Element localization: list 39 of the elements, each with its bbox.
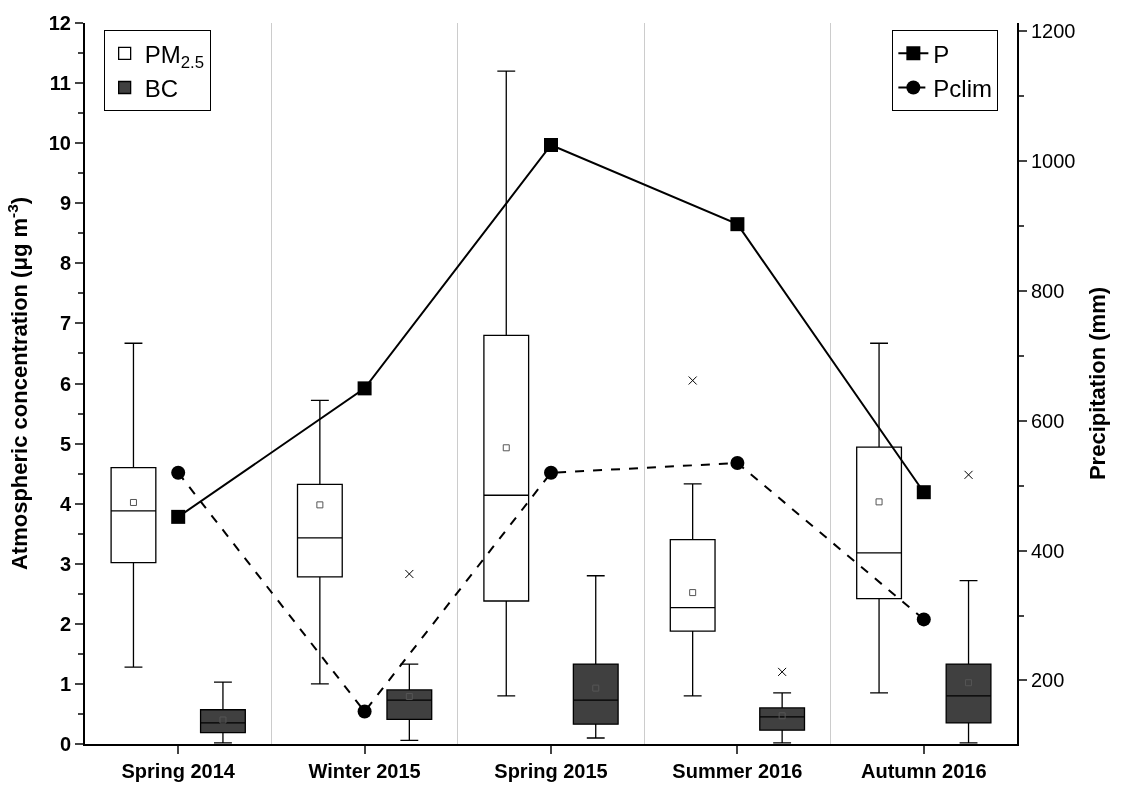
point bbox=[357, 381, 372, 396]
y-tick-label: 5 bbox=[59, 432, 71, 455]
point bbox=[544, 138, 558, 153]
x-tick-label: Spring 2015 bbox=[494, 760, 608, 782]
point bbox=[916, 485, 931, 500]
x-tick-label: Autumn 2016 bbox=[861, 760, 987, 782]
point bbox=[171, 509, 186, 524]
y-tick-label: 2 bbox=[59, 612, 71, 635]
y-tick-label: 0 bbox=[59, 733, 71, 755]
y-tick-label: 7 bbox=[59, 312, 71, 335]
y-tick-label: 8 bbox=[59, 252, 71, 275]
legend-label: Pclim bbox=[933, 74, 993, 102]
y2-tick-label: 200 bbox=[1031, 669, 1065, 692]
point bbox=[916, 612, 931, 627]
point bbox=[357, 704, 372, 719]
y2-tick-label: 1200 bbox=[1031, 20, 1076, 43]
y-tick-label: 10 bbox=[48, 132, 71, 155]
x-tick-label: Winter 2015 bbox=[308, 760, 421, 782]
point bbox=[730, 217, 745, 232]
point bbox=[544, 465, 558, 480]
y-tick-label: 9 bbox=[59, 192, 71, 215]
x-tick-label: Spring 2014 bbox=[121, 760, 236, 782]
y-tick-label: 6 bbox=[59, 372, 71, 395]
legend-label: BC bbox=[144, 74, 178, 102]
point bbox=[730, 456, 745, 470]
y-tick-label: 1 bbox=[59, 672, 71, 695]
y-tick-label: 12 bbox=[48, 12, 71, 34]
y-tick-label: 11 bbox=[49, 72, 71, 95]
legend-label: PM$_{2.5}$ bbox=[144, 40, 204, 72]
y2-tick-label: 800 bbox=[1031, 280, 1065, 303]
point bbox=[171, 465, 186, 480]
y-tick-label: 4 bbox=[59, 492, 72, 515]
y2-tick-label: 400 bbox=[1031, 539, 1065, 562]
legend-label: P bbox=[933, 40, 950, 68]
y-tick-label: 3 bbox=[59, 552, 71, 575]
y2-tick-label: 600 bbox=[1031, 409, 1065, 432]
y2-axis-title: Precipitation (mm) bbox=[1084, 286, 1110, 481]
x-tick-label: Summer 2016 bbox=[672, 760, 803, 782]
y2-tick-label: 1000 bbox=[1031, 150, 1076, 173]
